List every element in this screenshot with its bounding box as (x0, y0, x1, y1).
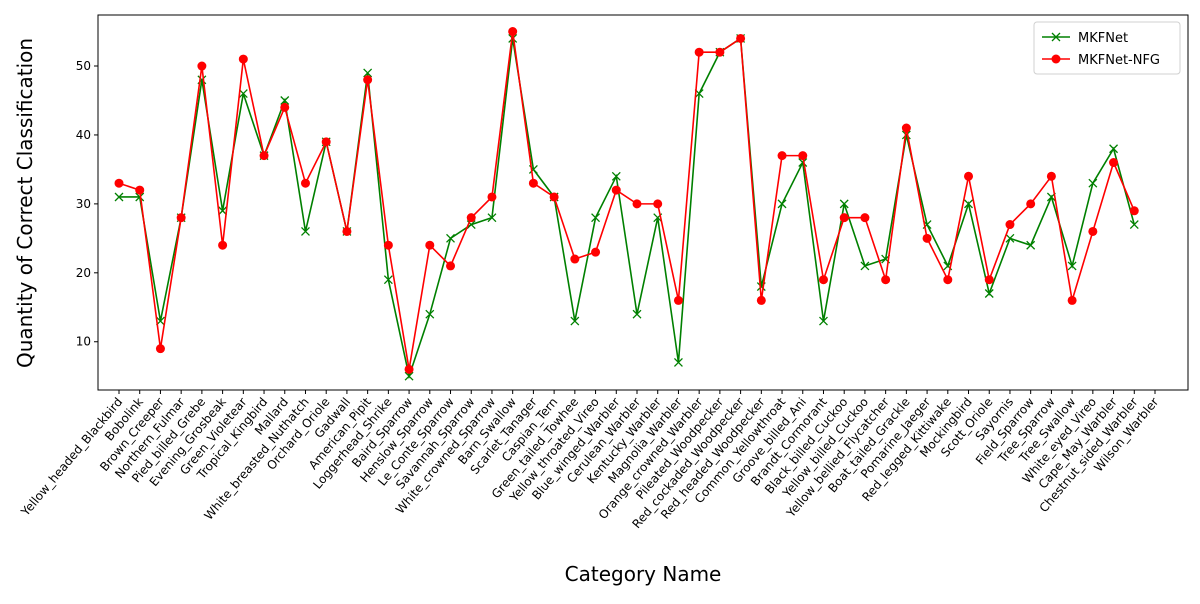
point (425, 240, 435, 250)
point (549, 192, 559, 202)
point (114, 192, 124, 202)
y-axis-label: Quantity of Correct Classification (13, 38, 37, 368)
point (1129, 206, 1139, 216)
point (1005, 233, 1015, 243)
legend-marker (1051, 32, 1061, 42)
point (984, 289, 994, 298)
plot-frame (97, 14, 1189, 391)
point (300, 178, 310, 188)
point (818, 275, 828, 285)
point (487, 192, 497, 202)
y-tick-label: 50 (76, 59, 91, 73)
point (901, 130, 911, 140)
point (280, 102, 290, 112)
y-tick-label: 40 (76, 128, 91, 142)
point (1109, 144, 1119, 154)
point (922, 233, 932, 243)
y-tick-label: 30 (76, 197, 91, 211)
legend (1033, 21, 1181, 75)
point (694, 47, 704, 57)
point (218, 240, 228, 250)
point (860, 213, 870, 223)
point (819, 316, 828, 326)
series-line (118, 31, 1136, 370)
legend-label: MKFNet-NFG (1078, 53, 1160, 68)
point (632, 199, 642, 209)
point (798, 158, 808, 167)
point (901, 123, 911, 133)
point (1129, 220, 1139, 230)
point (218, 206, 228, 216)
point (673, 295, 683, 305)
point (1109, 158, 1119, 168)
point (404, 364, 414, 374)
point (363, 68, 373, 78)
point (839, 199, 849, 209)
point (1067, 261, 1077, 271)
point (342, 226, 352, 236)
point (197, 61, 207, 71)
point (984, 275, 994, 285)
point (238, 89, 248, 99)
point (135, 185, 145, 195)
point (1026, 240, 1036, 250)
point (570, 316, 580, 326)
point (135, 192, 145, 202)
point (425, 309, 435, 319)
point (383, 240, 393, 250)
point (259, 151, 269, 161)
point (1067, 295, 1077, 305)
point (570, 254, 580, 264)
point (1005, 220, 1015, 230)
point (964, 199, 973, 209)
point (446, 261, 456, 271)
point (238, 54, 248, 64)
point (591, 213, 601, 223)
point (860, 261, 870, 271)
point (301, 226, 310, 236)
point (632, 309, 642, 319)
point (446, 233, 455, 243)
point (404, 371, 414, 381)
point (964, 171, 974, 181)
point (653, 199, 663, 209)
point (756, 295, 766, 305)
point (487, 213, 497, 223)
series (114, 27, 1139, 374)
y-tick-label: 10 (76, 335, 91, 349)
point (1088, 226, 1098, 236)
legend-marker (1051, 54, 1061, 64)
legend-label: MKFNet (1078, 31, 1128, 46)
point (363, 75, 373, 85)
point (798, 151, 808, 161)
point (508, 33, 518, 43)
point (280, 96, 290, 105)
point (943, 275, 953, 285)
point (528, 178, 538, 188)
point (176, 213, 186, 223)
point (715, 47, 725, 57)
point (777, 151, 787, 161)
point (673, 357, 683, 367)
point (736, 33, 746, 43)
point (611, 185, 621, 195)
point (321, 137, 331, 147)
point (611, 171, 621, 181)
point (114, 178, 124, 188)
y-tick-label: 20 (76, 266, 91, 280)
point (881, 275, 891, 285)
x-axis-label: Category Name (565, 562, 722, 586)
point (839, 213, 849, 223)
point (1026, 199, 1036, 209)
point (591, 247, 601, 257)
point (466, 213, 476, 223)
point (383, 275, 393, 285)
point (777, 199, 787, 209)
point (508, 27, 518, 37)
point (1046, 171, 1056, 181)
point (155, 344, 165, 354)
point (1088, 178, 1098, 188)
